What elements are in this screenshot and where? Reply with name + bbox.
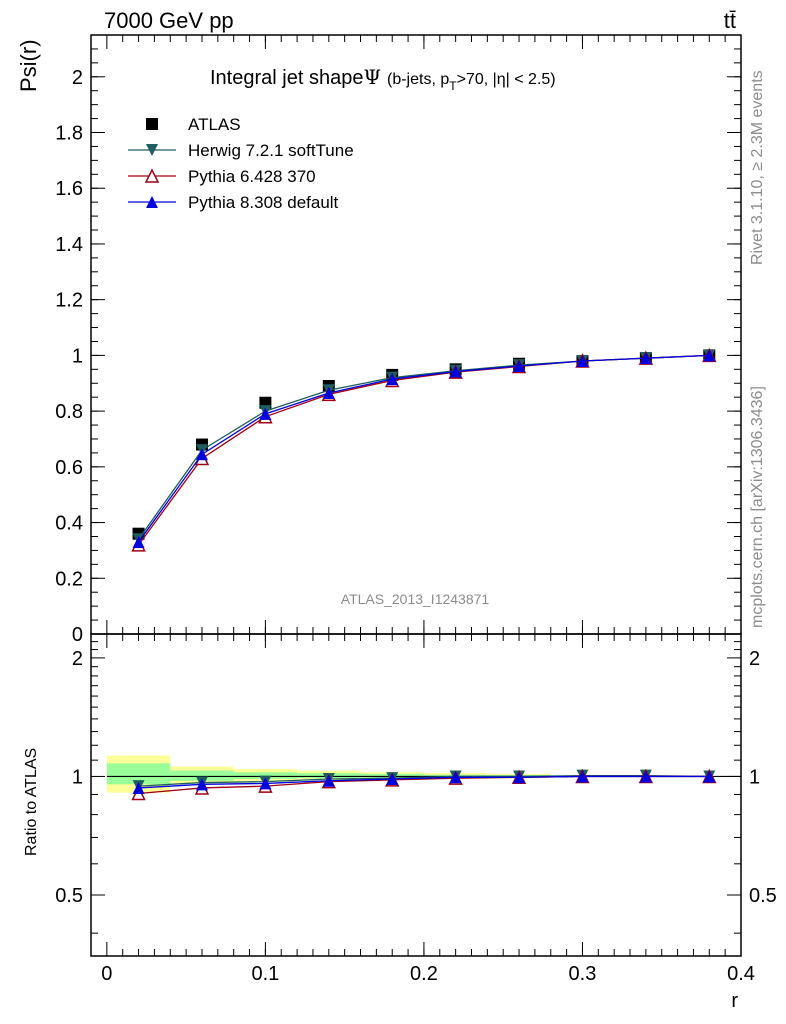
main-point (132, 536, 145, 549)
main-ytick-label: 0.2 (55, 568, 83, 590)
main-ytick-label: 0 (72, 624, 83, 646)
main-plot: 0 0.2 0.4 0.6 0.8 1 1.2 1.4 1.6 1.8 2 (55, 34, 742, 646)
main-point (322, 387, 335, 400)
main-point (449, 365, 462, 378)
main-series-3 (132, 349, 716, 549)
ratio-ytick-label-right: 2 (749, 648, 760, 670)
main-ytick-label: 2 (72, 67, 83, 89)
ratio-point (639, 770, 652, 783)
process-label: tt̄ (724, 8, 736, 33)
ratio-point (513, 771, 526, 784)
title-detail: (b-jets, p (387, 71, 449, 88)
ratio-point (449, 771, 462, 784)
main-series-line (138, 354, 710, 546)
ratio-xtick-label: 0.4 (727, 963, 755, 985)
ratio-point (386, 773, 399, 786)
legend-label: Herwig 7.2.1 softTune (188, 141, 354, 160)
main-ytick-label: 1.8 (55, 123, 83, 145)
main-point (703, 349, 716, 362)
ratio-ytick-label-right: 0.5 (749, 885, 777, 907)
main-ytick-label: 1.4 (55, 234, 83, 256)
energy-label: 7000 GeV pp (104, 8, 234, 33)
ratio-point (322, 774, 335, 787)
ratio-point (195, 778, 208, 791)
main-point (386, 373, 399, 386)
legend-marker (146, 118, 158, 130)
main-ytick-label: 1.2 (55, 290, 83, 312)
watermark-label: ATLAS_2013_I1243871 (341, 591, 490, 607)
legend-label: ATLAS (188, 115, 241, 134)
legend-marker (146, 196, 158, 208)
main-series-0 (132, 349, 716, 540)
title-sub: T (449, 79, 457, 93)
legend-marker (144, 168, 160, 183)
main-ytick-label: 0.8 (55, 401, 83, 423)
ratio-xtick-label: 0 (101, 963, 112, 985)
main-point (195, 448, 208, 461)
main-series-line (138, 354, 710, 540)
main-ytick-label: 1.6 (55, 178, 83, 200)
ratio-ylabel: Ratio to ATLAS (23, 748, 40, 856)
title-main: Integral jet shape (210, 67, 363, 89)
ratio-point (576, 770, 589, 783)
main-series-line (138, 354, 710, 543)
ratio-series-2 (132, 770, 716, 794)
ratio-ytick-label: 1 (72, 766, 83, 788)
main-point (259, 407, 272, 420)
mcplots-label: mcplots.cern.ch [arXiv:1306.3436] (749, 386, 766, 628)
legend-label: Pythia 8.308 default (188, 193, 339, 212)
ratio-point (259, 777, 272, 790)
title-psi: Ψ (363, 65, 381, 89)
legend: ATLAS Herwig 7.2.1 softTune Pythia 6.428 3… (128, 115, 354, 212)
main-point (513, 359, 526, 372)
ratio-point (703, 770, 716, 783)
plot-title: Integral jet shapeΨ (b-jets, pT>70, |η| <… (210, 65, 556, 93)
ratio-point (132, 781, 145, 794)
legend-marker (146, 144, 158, 156)
main-point (639, 352, 652, 365)
ratio-series-line (138, 775, 710, 789)
ratio-band-inner (233, 772, 298, 780)
ratio-xtick-label: 0.3 (569, 963, 597, 985)
rivet-label: Rivet 3.1.10, ≥ 2.3M events (749, 70, 766, 265)
ratio-plot: 0.5 0.5 1 1 2 2 0 0.1 0.2 0.3 0.4 (55, 633, 777, 985)
ratio-band-inner (106, 763, 171, 785)
ratio-xtick-label: 0.1 (251, 963, 279, 985)
ratio-xlabel: r (731, 990, 738, 1012)
ratio-frame-border (90, 633, 742, 957)
ratio-ytick-label-right: 1 (749, 766, 760, 788)
ratio-ytick-label: 0.5 (55, 885, 83, 907)
title-tail: >70, |η| < 2.5) (457, 71, 556, 88)
ratio-band-inner (170, 770, 234, 781)
main-ytick-label: 0.6 (55, 457, 83, 479)
ratio-ytick-label: 2 (72, 648, 83, 670)
main-ylabel: Psi(r) (16, 39, 41, 92)
ratio-series-line (138, 774, 710, 787)
main-point (576, 354, 589, 367)
legend-label: Pythia 6.428 370 (188, 167, 316, 186)
main-ytick-label: 0.4 (55, 513, 83, 535)
main-ytick-label: 1 (72, 345, 83, 367)
main-series-2 (131, 347, 717, 552)
ratio-xtick-label: 0.2 (410, 963, 438, 985)
